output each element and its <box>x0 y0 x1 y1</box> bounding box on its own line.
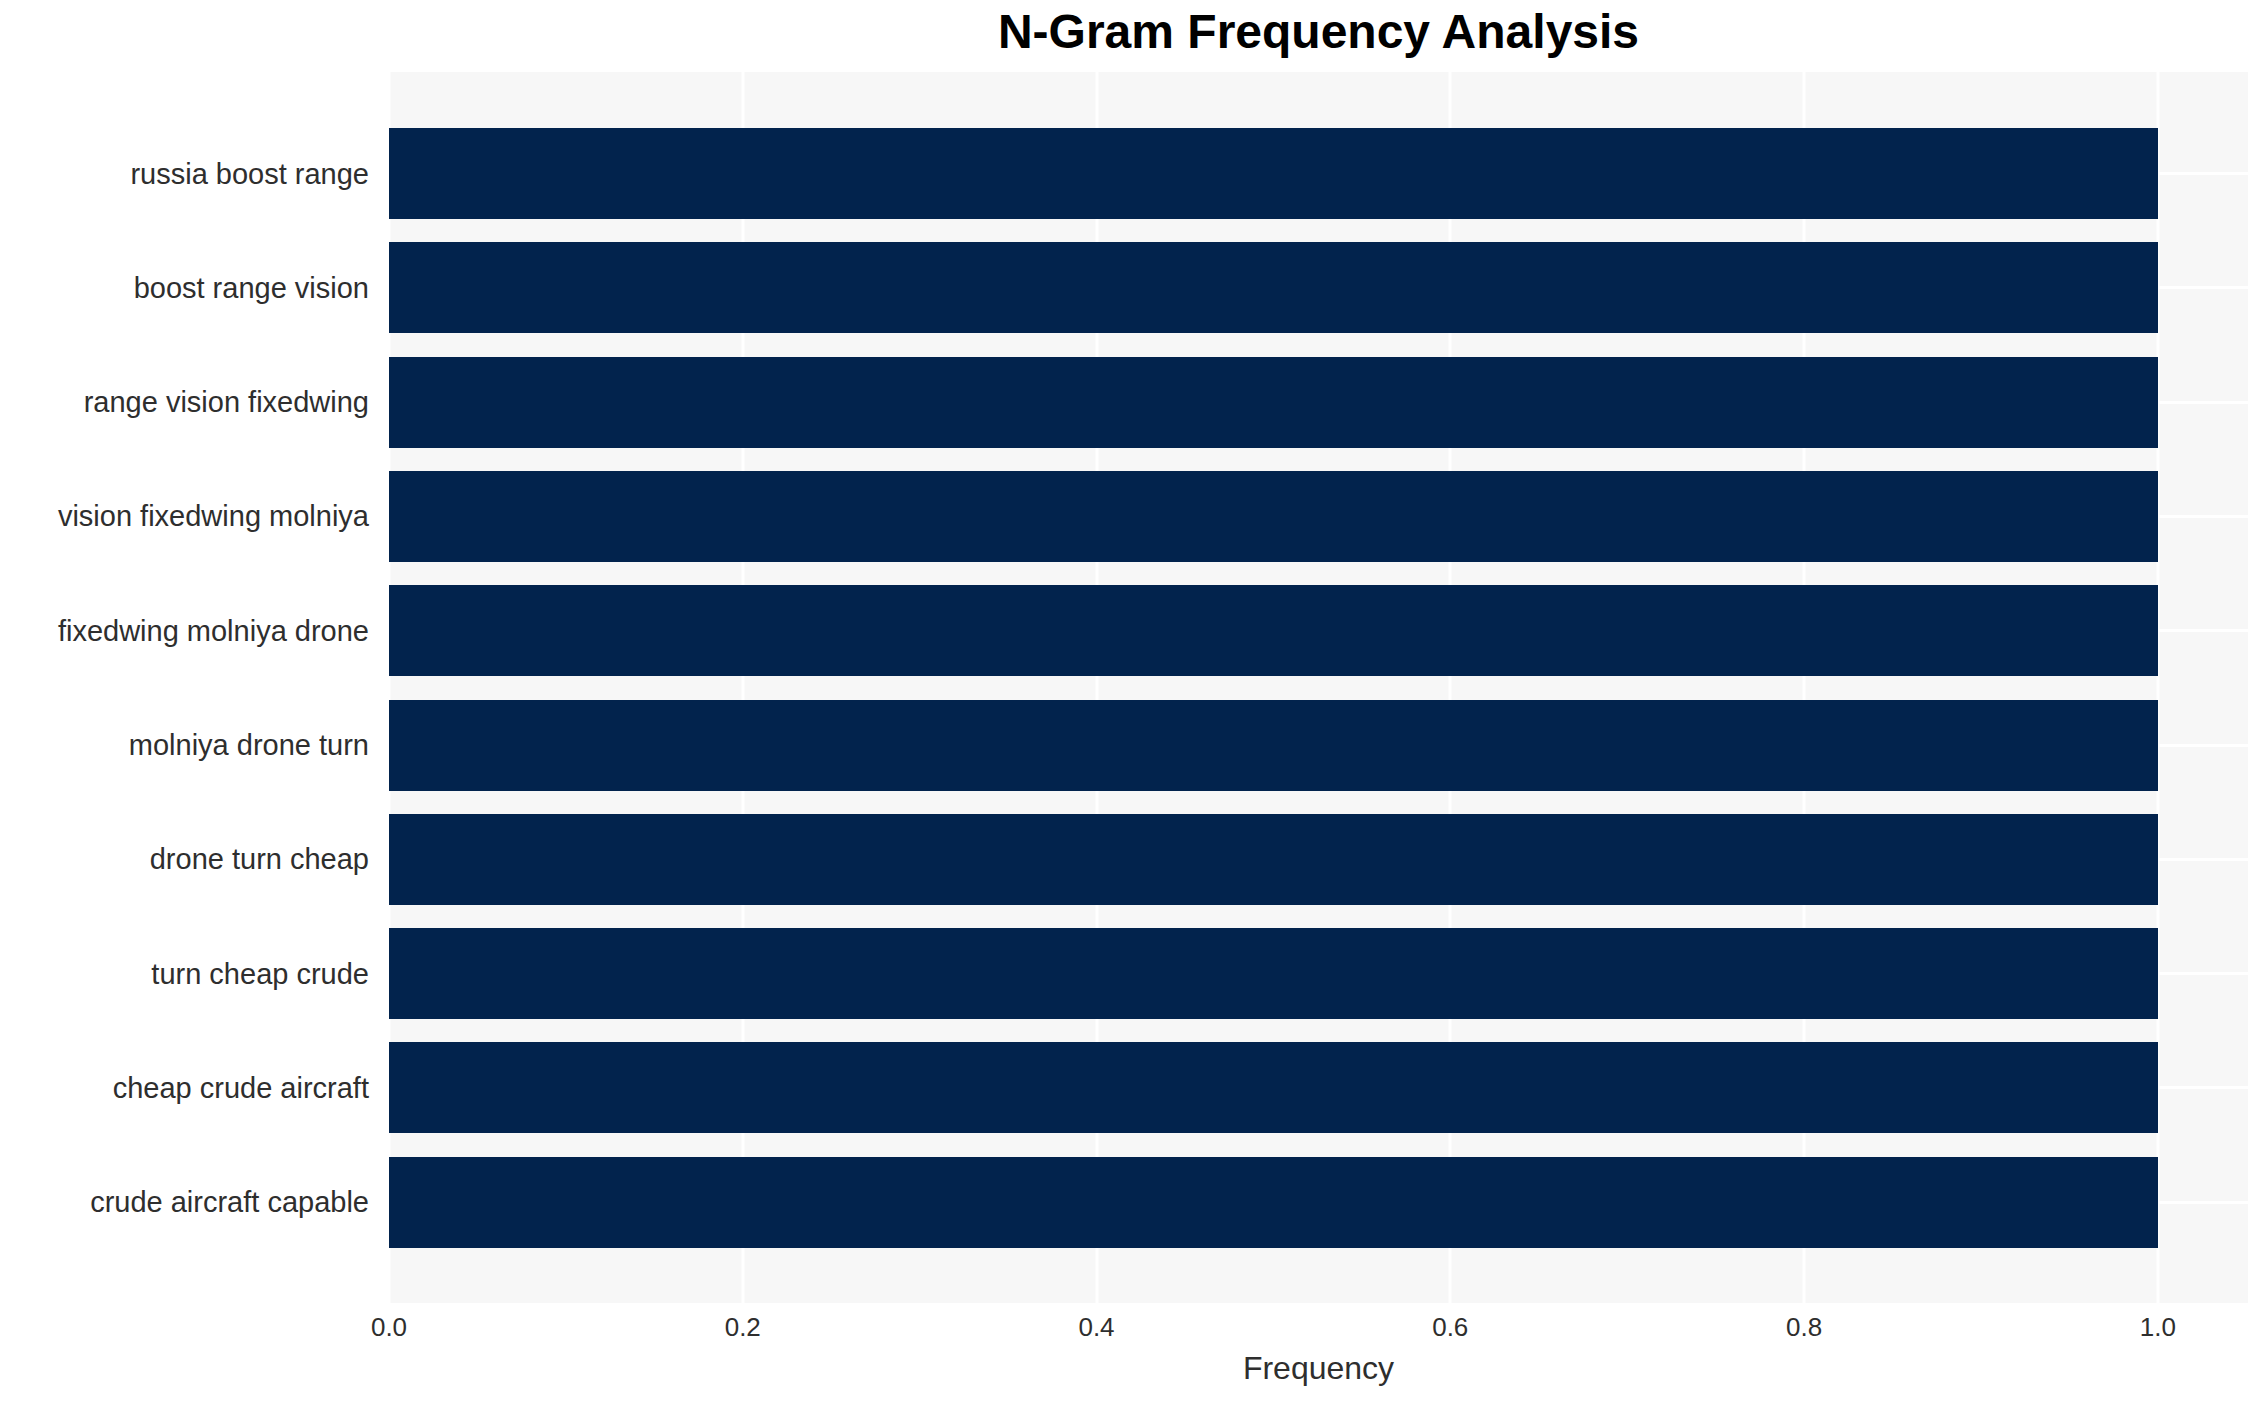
x-tick-label: 0.6 <box>1390 1312 1510 1343</box>
bar <box>389 242 2158 333</box>
bar <box>389 1042 2158 1133</box>
bar <box>389 928 2158 1019</box>
y-tick-label: drone turn cheap <box>0 843 377 876</box>
x-tick-label: 1.0 <box>2098 1312 2218 1343</box>
y-tick-label: turn cheap crude <box>0 957 377 990</box>
x-axis-title: Frequency <box>389 1350 2248 1387</box>
x-tick-label: 0.4 <box>1037 1312 1157 1343</box>
y-tick-label: russia boost range <box>0 157 377 190</box>
chart-title: N-Gram Frequency Analysis <box>389 4 2248 59</box>
y-tick-label: boost range vision <box>0 271 377 304</box>
y-tick-label: crude aircraft capable <box>0 1186 377 1219</box>
y-tick-label: cheap crude aircraft <box>0 1071 377 1104</box>
bar <box>389 1157 2158 1248</box>
x-tick-label: 0.2 <box>683 1312 803 1343</box>
bar <box>389 128 2158 219</box>
y-tick-label: fixedwing molniya drone <box>0 614 377 647</box>
y-tick-label: range vision fixedwing <box>0 386 377 419</box>
bar <box>389 814 2158 905</box>
y-tick-label: vision fixedwing molniya <box>0 500 377 533</box>
x-tick-label: 0.8 <box>1744 1312 1864 1343</box>
bar <box>389 700 2158 791</box>
bar <box>389 471 2158 562</box>
bar <box>389 585 2158 676</box>
y-tick-label: molniya drone turn <box>0 729 377 762</box>
plot-area <box>389 72 2248 1303</box>
ngram-frequency-chart: N-Gram Frequency Analysis russia boost r… <box>0 0 2267 1402</box>
bar <box>389 357 2158 448</box>
x-tick-label: 0.0 <box>329 1312 449 1343</box>
